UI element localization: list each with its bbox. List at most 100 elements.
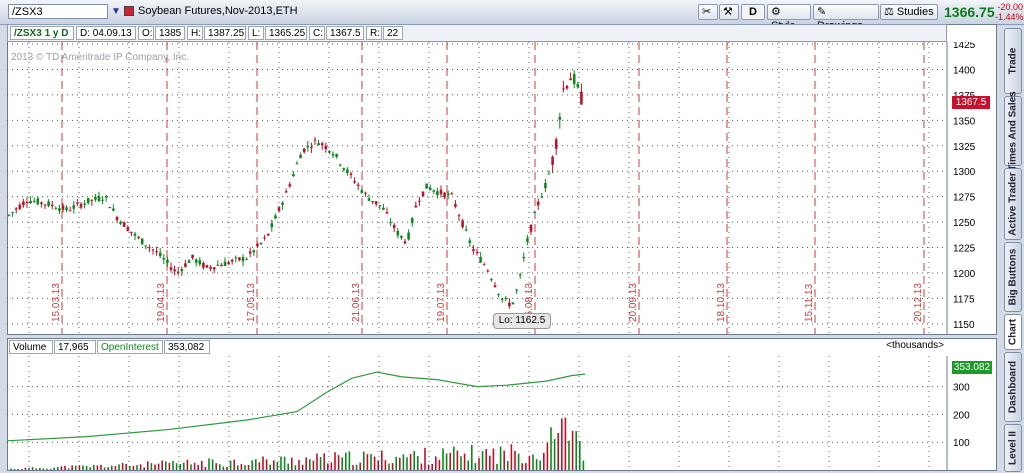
copyright-text: 2013 © TD Ameritrade IP Company, Inc.	[11, 52, 189, 63]
candle-body	[342, 168, 346, 170]
volume-bar	[211, 459, 214, 470]
candle-body	[353, 181, 356, 183]
candle-body	[83, 203, 86, 205]
link-color-icon[interactable]	[124, 6, 134, 16]
candle-body	[29, 200, 32, 204]
candle-body	[7, 214, 11, 216]
volume-bar	[31, 467, 34, 470]
style-button[interactable]: ⚙ Style	[767, 4, 811, 32]
candle-body	[259, 242, 263, 244]
drawings-button[interactable]: ✎ Drawings	[813, 4, 879, 32]
studies-button[interactable]: ⚖ Studies	[880, 4, 938, 20]
candle-body	[472, 248, 475, 251]
candle-body	[130, 231, 133, 233]
volume-bar	[341, 457, 343, 470]
volume-bar	[474, 463, 477, 470]
volume-label: Volume	[9, 340, 53, 354]
side-tab-label: Dashboard	[1007, 360, 1019, 414]
volume-bar	[125, 463, 127, 470]
ohlc-infobar: /ZSX3 1 y D D: 04.09.13 O: 1385 H: 1387.…	[7, 24, 947, 42]
candle-body	[328, 150, 331, 153]
candle-body	[241, 257, 245, 262]
date-marker-label: 16.08.13	[524, 283, 535, 322]
volume-bar	[157, 463, 160, 470]
volume-bar	[175, 463, 178, 470]
oi-value: 353,082	[164, 340, 210, 354]
period-label[interactable]: /ZSX3 1 y D	[10, 26, 74, 40]
volume-bar	[75, 465, 77, 470]
candle-body	[119, 221, 122, 224]
side-tab-big-buttons[interactable]: Big Buttons	[1004, 242, 1022, 312]
volume-tick-label: 100	[953, 438, 970, 449]
volume-bar	[499, 446, 502, 470]
volume-bar	[471, 445, 473, 470]
volume-bar	[121, 462, 124, 470]
volume-bar	[143, 467, 145, 470]
candle-body	[518, 274, 522, 276]
candle-body	[450, 193, 454, 195]
candle-body	[461, 220, 464, 228]
side-tab-trade[interactable]: Trade	[1004, 28, 1022, 94]
symbol-dropdown-icon[interactable]: ▼	[111, 6, 121, 17]
volume-bar	[579, 441, 581, 470]
volume-bar	[244, 465, 246, 470]
candle-body	[292, 174, 295, 177]
date-marker-label: 19.07.13	[436, 283, 447, 322]
volume-bar	[427, 464, 430, 470]
scissors-icon[interactable]: ✂	[698, 4, 718, 20]
volume-bar	[507, 461, 509, 470]
candle-body	[317, 143, 320, 146]
volume-chart[interactable]: 300 200 100	[7, 356, 997, 470]
volume-bar	[49, 468, 52, 470]
price-tick-label: 1275	[953, 193, 976, 204]
candle-body	[198, 260, 202, 265]
volume-bar	[305, 457, 307, 470]
studies-label: Studies	[896, 6, 934, 18]
candle-body	[40, 202, 43, 204]
candle-body	[554, 139, 558, 149]
daily-button[interactable]: D	[741, 4, 765, 20]
candle-body	[270, 223, 274, 228]
volume-bar	[215, 463, 217, 470]
side-tab-dashboard[interactable]: Dashboard	[1004, 352, 1022, 422]
candle-body	[216, 264, 220, 266]
candle-body	[158, 252, 162, 257]
candle-body	[497, 293, 500, 295]
symbol-input[interactable]: /ZSX3	[8, 4, 108, 19]
candle-body	[576, 83, 580, 88]
side-tab-times-and-sales[interactable]: Times And Sales	[1004, 91, 1022, 171]
volume-bar	[201, 460, 203, 470]
volume-bar	[363, 451, 365, 470]
last-price: 1366.75	[944, 4, 995, 20]
volume-tick-label: 200	[953, 410, 970, 421]
price-chart[interactable]: 15.03.13 19.04.13 17.05.13 21.06.13 19.07.13…	[7, 42, 997, 334]
side-tab-label: Times And Sales	[1007, 91, 1019, 171]
candle-body	[47, 201, 50, 207]
volume-bar	[114, 466, 117, 470]
volume-bar	[543, 452, 545, 470]
volume-bar	[381, 450, 383, 470]
price-tick-label: 1225	[953, 244, 976, 255]
volume-bar	[179, 463, 181, 470]
candle-body	[490, 279, 493, 281]
candle-body	[324, 145, 328, 150]
volume-pane[interactable]	[7, 338, 997, 471]
side-tab-active-trader[interactable]: Active Trader	[1004, 168, 1022, 240]
volume-bar	[222, 466, 225, 470]
candle-body	[425, 183, 428, 189]
volume-bar	[89, 467, 91, 470]
tools-icon[interactable]: ⚒	[719, 4, 739, 20]
volume-bar	[208, 458, 210, 470]
candle-body	[252, 250, 256, 253]
volume-bar	[532, 454, 534, 470]
volume-bar	[359, 462, 361, 470]
current-price-tag: 1367.5	[952, 96, 990, 109]
side-tab-chart[interactable]: Chart	[1004, 314, 1022, 350]
price-pane[interactable]	[7, 24, 997, 335]
side-tab-label: Big Buttons	[1007, 248, 1019, 306]
volume-bar	[186, 459, 189, 470]
candle-body	[148, 247, 151, 249]
volume-bar	[139, 464, 142, 470]
volume-bar	[57, 467, 59, 470]
side-tab-level-ii[interactable]: Level II	[1004, 424, 1022, 472]
